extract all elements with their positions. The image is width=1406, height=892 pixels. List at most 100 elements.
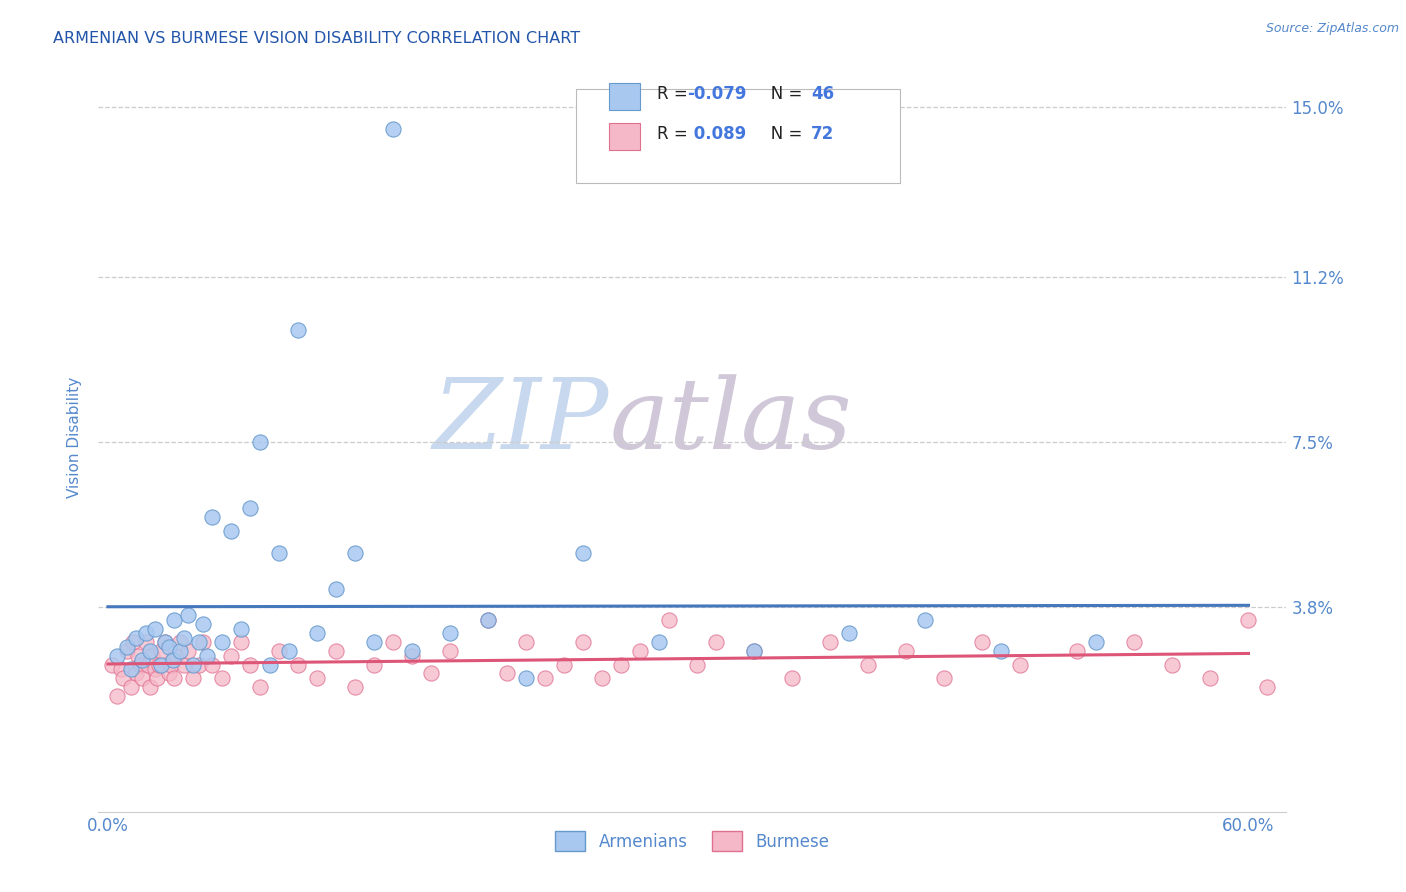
Point bbox=[401, 648, 423, 663]
Legend: Armenians, Burmese: Armenians, Burmese bbox=[548, 825, 837, 857]
Point bbox=[628, 644, 651, 658]
Point bbox=[1085, 635, 1108, 649]
Point bbox=[477, 613, 499, 627]
Point bbox=[150, 657, 173, 672]
Point bbox=[287, 323, 309, 337]
Point bbox=[145, 662, 167, 676]
Point bbox=[131, 671, 153, 685]
Text: 46: 46 bbox=[811, 85, 834, 103]
Point bbox=[163, 613, 186, 627]
Point bbox=[229, 635, 252, 649]
Point bbox=[277, 644, 299, 658]
Point bbox=[610, 657, 633, 672]
Point bbox=[344, 680, 367, 694]
Point bbox=[572, 635, 595, 649]
Point bbox=[221, 648, 243, 663]
Point bbox=[145, 622, 167, 636]
Point bbox=[120, 662, 142, 676]
Point bbox=[195, 648, 218, 663]
Point bbox=[239, 657, 262, 672]
Point bbox=[115, 640, 138, 654]
Point bbox=[534, 671, 557, 685]
Point bbox=[188, 657, 211, 672]
Point bbox=[249, 680, 271, 694]
Y-axis label: Vision Disability: Vision Disability bbox=[67, 376, 83, 498]
Point bbox=[201, 657, 224, 672]
Point bbox=[121, 635, 143, 649]
Point bbox=[325, 644, 347, 658]
Point bbox=[420, 666, 443, 681]
Text: 0.089: 0.089 bbox=[688, 125, 745, 143]
Point bbox=[183, 671, 205, 685]
Point bbox=[162, 653, 184, 667]
Text: ZIP: ZIP bbox=[433, 375, 609, 470]
Point bbox=[131, 653, 153, 667]
Point bbox=[177, 644, 200, 658]
Point bbox=[100, 657, 122, 672]
Point bbox=[173, 657, 195, 672]
Point bbox=[249, 434, 271, 449]
Point bbox=[515, 635, 537, 649]
Point bbox=[648, 635, 671, 649]
Point bbox=[139, 680, 162, 694]
Point bbox=[896, 644, 918, 658]
Point bbox=[305, 626, 328, 640]
Point bbox=[477, 613, 499, 627]
Point bbox=[934, 671, 956, 685]
Point bbox=[704, 635, 727, 649]
Point bbox=[229, 622, 252, 636]
Point bbox=[914, 613, 936, 627]
Text: N =: N = bbox=[755, 125, 807, 143]
Text: Source: ZipAtlas.com: Source: ZipAtlas.com bbox=[1265, 22, 1399, 36]
Point bbox=[1256, 680, 1278, 694]
Point bbox=[146, 671, 169, 685]
Point bbox=[125, 631, 148, 645]
Point bbox=[1199, 671, 1222, 685]
Point bbox=[838, 626, 860, 640]
Point bbox=[153, 635, 176, 649]
Point bbox=[157, 666, 180, 681]
Point bbox=[163, 671, 186, 685]
Text: 72: 72 bbox=[811, 125, 835, 143]
Point bbox=[211, 635, 233, 649]
Point bbox=[382, 635, 405, 649]
Point bbox=[135, 626, 157, 640]
Point bbox=[267, 546, 290, 560]
Point bbox=[125, 666, 148, 681]
Point bbox=[439, 626, 461, 640]
Point bbox=[150, 644, 173, 658]
Point bbox=[115, 644, 138, 658]
Point bbox=[221, 524, 243, 538]
Point bbox=[382, 122, 405, 136]
Point bbox=[201, 510, 224, 524]
Point bbox=[439, 644, 461, 658]
Point bbox=[287, 657, 309, 672]
Point bbox=[153, 635, 176, 649]
Point bbox=[188, 635, 211, 649]
Point bbox=[858, 657, 880, 672]
Point bbox=[658, 613, 681, 627]
Point bbox=[191, 617, 214, 632]
Point bbox=[159, 657, 181, 672]
Point bbox=[107, 689, 129, 703]
Point bbox=[211, 671, 233, 685]
Point bbox=[169, 635, 191, 649]
Point bbox=[120, 680, 142, 694]
Point bbox=[157, 640, 180, 654]
Point bbox=[1161, 657, 1184, 672]
Text: R =: R = bbox=[657, 85, 693, 103]
Text: N =: N = bbox=[755, 85, 807, 103]
Point bbox=[129, 657, 152, 672]
Point bbox=[515, 671, 537, 685]
Point bbox=[820, 635, 842, 649]
Text: ARMENIAN VS BURMESE VISION DISABILITY CORRELATION CHART: ARMENIAN VS BURMESE VISION DISABILITY CO… bbox=[53, 31, 581, 46]
Point bbox=[363, 635, 385, 649]
Point bbox=[1010, 657, 1032, 672]
Point bbox=[239, 501, 262, 516]
Point bbox=[591, 671, 613, 685]
Point bbox=[972, 635, 994, 649]
Point bbox=[1123, 635, 1146, 649]
Point bbox=[169, 644, 191, 658]
Point bbox=[141, 648, 163, 663]
Point bbox=[112, 671, 135, 685]
